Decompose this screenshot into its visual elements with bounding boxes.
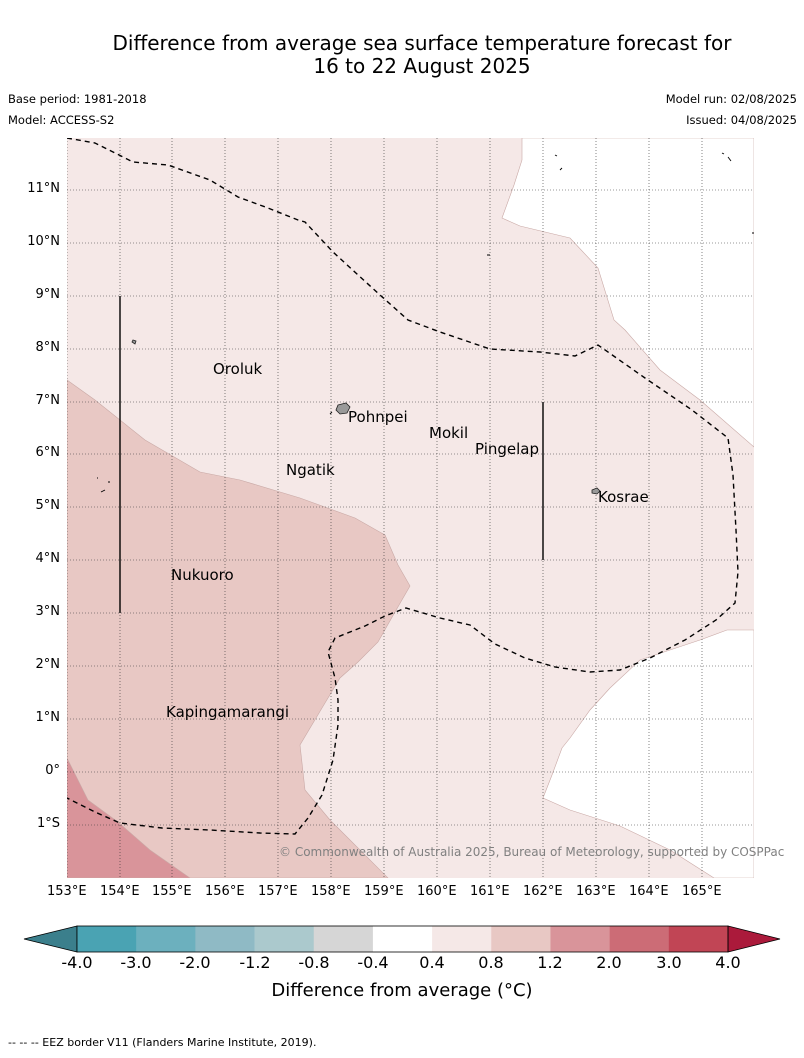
lon-label-160e: 160°E — [417, 884, 457, 899]
lat-label-7n: 7°N — [35, 393, 61, 408]
attribution: © Commonwealth of Australia 2025, Bureau… — [279, 845, 785, 859]
lat-label-2n: 2°N — [35, 657, 61, 672]
lat-label-6n: 6°N — [35, 445, 61, 460]
label-pohnpei: Pohnpei — [348, 408, 408, 426]
colorbar-swatch-10 — [609, 926, 670, 952]
model-run-date: Model run: 02/08/2025 — [665, 92, 797, 106]
colorbar-arrow-high — [727, 925, 781, 953]
label-kapingamarangi: Kapingamarangi — [166, 703, 290, 721]
lat-label-0: 0° — [45, 763, 60, 778]
colorbar-swatch-8 — [491, 926, 551, 952]
colorbar-tick-1: -4.0 — [61, 953, 93, 972]
lon-label-156e: 156°E — [205, 884, 245, 899]
chart-title: Difference from average sea surface temp… — [0, 32, 804, 78]
lat-label-3n: 3°N — [35, 604, 61, 619]
label-ngatik: Ngatik — [286, 461, 335, 479]
colorbar-label: Difference from average (°C) — [271, 980, 533, 1001]
islet-marks-ne — [329, 152, 754, 415]
islet-8n — [131, 339, 137, 345]
colorbar-tick-4: -1.2 — [239, 953, 271, 972]
colorbar-swatch-1 — [77, 926, 137, 952]
lat-label-10n: 10°N — [27, 234, 60, 249]
colorbar-swatch-4 — [254, 926, 315, 952]
label-oroluk: Oroluk — [213, 360, 263, 378]
lon-label-163e: 163°E — [576, 884, 616, 899]
colorbar-tick-5: -0.8 — [298, 953, 330, 972]
lat-label-1n: 1°N — [35, 710, 61, 725]
label-pingelap: Pingelap — [475, 440, 540, 458]
lon-label-154e: 154°E — [100, 884, 140, 899]
islet-marks-west — [97, 477, 110, 493]
colorbar-arrow-low — [23, 925, 78, 953]
colorbar-tick-8: 0.8 — [478, 953, 504, 972]
lat-label-1s: 1°S — [36, 816, 60, 831]
colorbar-tick-3: -2.0 — [179, 953, 211, 972]
colorbar-swatch-9 — [550, 926, 610, 952]
colorbar-swatch-11 — [668, 926, 729, 952]
colorbar-tick-12: 4.0 — [715, 953, 741, 972]
colorbar-tick-7: 0.4 — [419, 953, 445, 972]
label-nukuoro: Nukuoro — [171, 566, 234, 584]
pohnpei-island — [335, 402, 351, 415]
lon-label-159e: 159°E — [364, 884, 404, 899]
colorbar-tick-11: 3.0 — [656, 953, 682, 972]
lon-label-162e: 162°E — [523, 884, 563, 899]
kosrae-island — [591, 487, 601, 495]
lon-label-155e: 155°E — [152, 884, 192, 899]
title-line-2: 16 to 22 August 2025 — [313, 54, 531, 78]
lon-label-161e: 161°E — [470, 884, 510, 899]
lon-label-165e: 165°E — [682, 884, 722, 899]
label-kosrae: Kosrae — [598, 488, 649, 506]
base-period: Base period: 1981-2018 — [8, 92, 147, 106]
anomaly-band-1.2-2.0 — [67, 757, 191, 878]
lat-label-11n: 11°N — [27, 181, 60, 196]
colorbar-swatch-3 — [195, 926, 255, 952]
lon-label-158e: 158°E — [311, 884, 351, 899]
colorbar-tick-9: 1.2 — [537, 953, 563, 972]
lat-label-5n: 5°N — [35, 498, 61, 513]
colorbar-tick-2: -3.0 — [120, 953, 152, 972]
lat-label-4n: 4°N — [35, 551, 61, 566]
lon-label-164e: 164°E — [629, 884, 669, 899]
label-mokil: Mokil — [429, 424, 469, 442]
colorbar-swatch-2 — [136, 926, 196, 952]
colorbar-swatch-7 — [432, 926, 492, 952]
colorbar-frame — [76, 925, 729, 953]
lon-label-157e: 157°E — [258, 884, 298, 899]
lon-label-153e: 153°E — [47, 884, 87, 899]
model-name: Model: ACCESS-S2 — [8, 113, 115, 127]
eez-footnote: -- -- -- EEZ border V11 (Flanders Marine… — [8, 1036, 317, 1049]
eez-border — [67, 138, 739, 835]
anomaly-band-0.8-1.2 — [67, 379, 411, 878]
lat-label-9n: 9°N — [35, 287, 61, 302]
colorbar-tick-6: -0.4 — [357, 953, 389, 972]
lat-label-8n: 8°N — [35, 340, 61, 355]
issued-date: Issued: 04/08/2025 — [686, 113, 797, 127]
colorbar-swatch-5 — [313, 926, 374, 952]
colorbar-tick-10: 2.0 — [596, 953, 622, 972]
anomaly-region-neutral-north — [501, 138, 754, 448]
title-line-1: Difference from average sea surface temp… — [112, 31, 732, 55]
colorbar-swatch-6 — [372, 926, 433, 952]
colorbar — [23, 925, 781, 953]
